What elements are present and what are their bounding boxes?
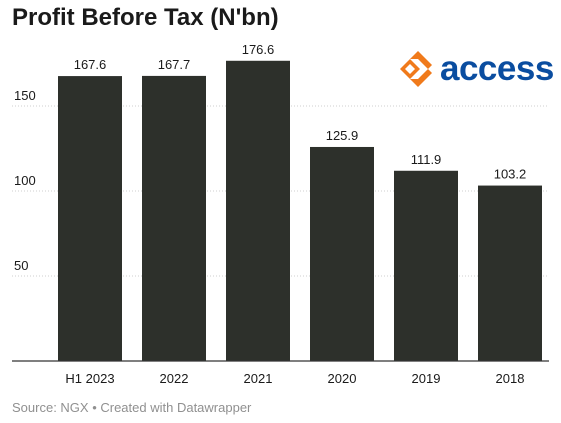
access-logo: access [392,38,557,100]
bar [310,146,374,361]
x-tick-label: 2020 [328,371,357,386]
access-diamond-icon [400,51,432,87]
data-label: 176.6 [242,42,275,57]
data-label: 167.7 [158,57,191,72]
bar [394,170,458,361]
x-tick-label: 2021 [244,371,273,386]
data-label: 103.2 [494,167,527,182]
y-tick-label: 100 [14,173,36,188]
bar [226,60,290,361]
x-tick-label: H1 2023 [65,371,114,386]
bar [58,76,122,361]
x-tick-label: 2018 [496,371,525,386]
x-tick-label: 2019 [412,371,441,386]
data-label: 125.9 [326,128,359,143]
chart-title: Profit Before Tax (N'bn) [12,4,279,31]
bar [478,185,542,361]
x-tick-label: 2022 [160,371,189,386]
data-label: 111.9 [411,152,442,167]
data-label: 167.6 [74,57,107,72]
y-tick-label: 150 [14,88,36,103]
y-tick-label: 50 [14,258,28,273]
source-note: Source: NGX • Created with Datawrapper [12,400,252,415]
logo-wordmark: access [440,49,554,88]
bar [142,75,206,361]
